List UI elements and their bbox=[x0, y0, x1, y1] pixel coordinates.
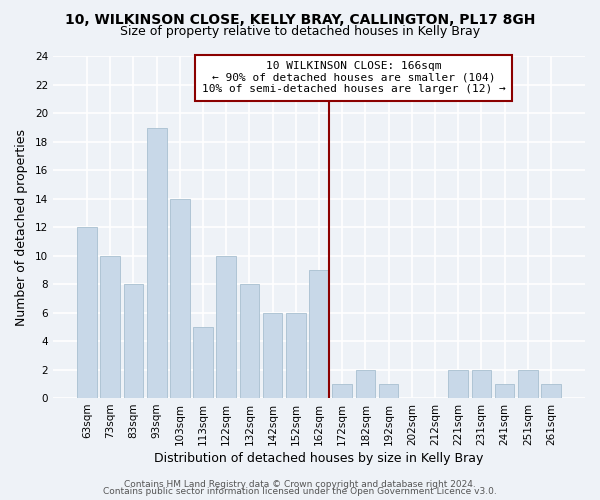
Text: 10 WILKINSON CLOSE: 166sqm
← 90% of detached houses are smaller (104)
10% of sem: 10 WILKINSON CLOSE: 166sqm ← 90% of deta… bbox=[202, 61, 506, 94]
Bar bbox=[170, 199, 190, 398]
Bar bbox=[356, 370, 375, 398]
Text: Contains public sector information licensed under the Open Government Licence v3: Contains public sector information licen… bbox=[103, 488, 497, 496]
Bar bbox=[77, 228, 97, 398]
Bar bbox=[495, 384, 514, 398]
Bar bbox=[263, 312, 283, 398]
Y-axis label: Number of detached properties: Number of detached properties bbox=[15, 129, 28, 326]
Bar bbox=[286, 312, 305, 398]
Text: Size of property relative to detached houses in Kelly Bray: Size of property relative to detached ho… bbox=[120, 25, 480, 38]
Bar bbox=[193, 327, 213, 398]
Bar bbox=[379, 384, 398, 398]
Bar bbox=[309, 270, 329, 398]
Bar bbox=[124, 284, 143, 398]
Bar bbox=[472, 370, 491, 398]
Bar bbox=[448, 370, 468, 398]
Text: 10, WILKINSON CLOSE, KELLY BRAY, CALLINGTON, PL17 8GH: 10, WILKINSON CLOSE, KELLY BRAY, CALLING… bbox=[65, 12, 535, 26]
Bar bbox=[541, 384, 561, 398]
Bar bbox=[518, 370, 538, 398]
Text: Contains HM Land Registry data © Crown copyright and database right 2024.: Contains HM Land Registry data © Crown c… bbox=[124, 480, 476, 489]
Bar bbox=[239, 284, 259, 398]
Bar bbox=[147, 128, 167, 398]
Bar bbox=[100, 256, 120, 398]
Bar bbox=[217, 256, 236, 398]
X-axis label: Distribution of detached houses by size in Kelly Bray: Distribution of detached houses by size … bbox=[154, 452, 484, 465]
Bar bbox=[332, 384, 352, 398]
